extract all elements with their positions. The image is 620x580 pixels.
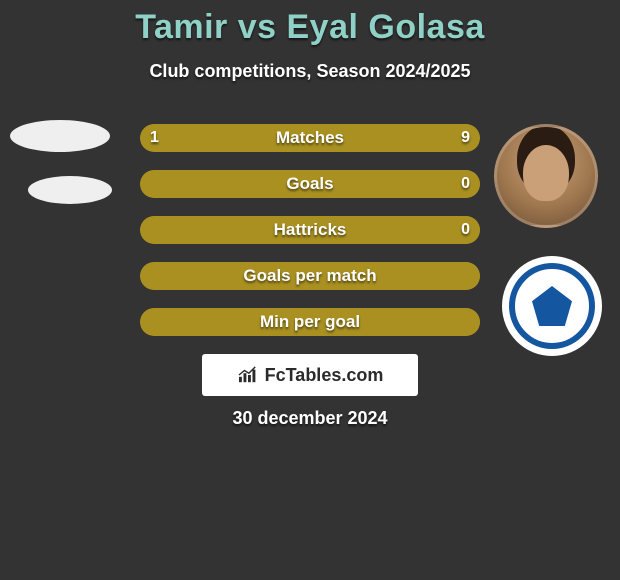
stat-row-label: Matches <box>140 124 480 152</box>
stat-row-value-right: 0 <box>461 216 470 244</box>
date-label: 30 december 2024 <box>0 408 620 429</box>
stat-row-label: Min per goal <box>140 308 480 336</box>
page-title: Tamir vs Eyal Golasa <box>0 8 620 47</box>
stat-row: Goals0 <box>140 170 480 198</box>
stat-row-value-right: 0 <box>461 170 470 198</box>
stat-row: Hattricks0 <box>140 216 480 244</box>
club-right-badge <box>502 256 602 356</box>
stat-row: Matches1 9 <box>140 124 480 152</box>
brand-chart-icon <box>237 366 259 384</box>
club-right-badge-inner <box>509 263 595 349</box>
stat-row-label: Goals per match <box>140 262 480 290</box>
stat-row-value-left: 1 <box>150 124 159 152</box>
player-right-avatar <box>494 124 598 228</box>
stat-rows: Matches19Goals0Hattricks0Goals per match… <box>140 124 480 354</box>
page-subtitle: Club competitions, Season 2024/2025 <box>0 61 620 82</box>
comparison-card: Tamir vs Eyal Golasa Club competitions, … <box>0 0 620 580</box>
stat-row: Min per goal <box>140 308 480 336</box>
stat-row: Goals per match <box>140 262 480 290</box>
stat-row-label: Goals <box>140 170 480 198</box>
brand-text: FcTables.com <box>265 365 384 386</box>
brand-box[interactable]: FcTables.com <box>202 354 418 396</box>
club-left-badge-placeholder <box>28 176 112 204</box>
stat-row-label: Hattricks <box>140 216 480 244</box>
player-left-avatar-placeholder <box>10 120 110 152</box>
stat-row-value-right: 9 <box>461 124 470 152</box>
